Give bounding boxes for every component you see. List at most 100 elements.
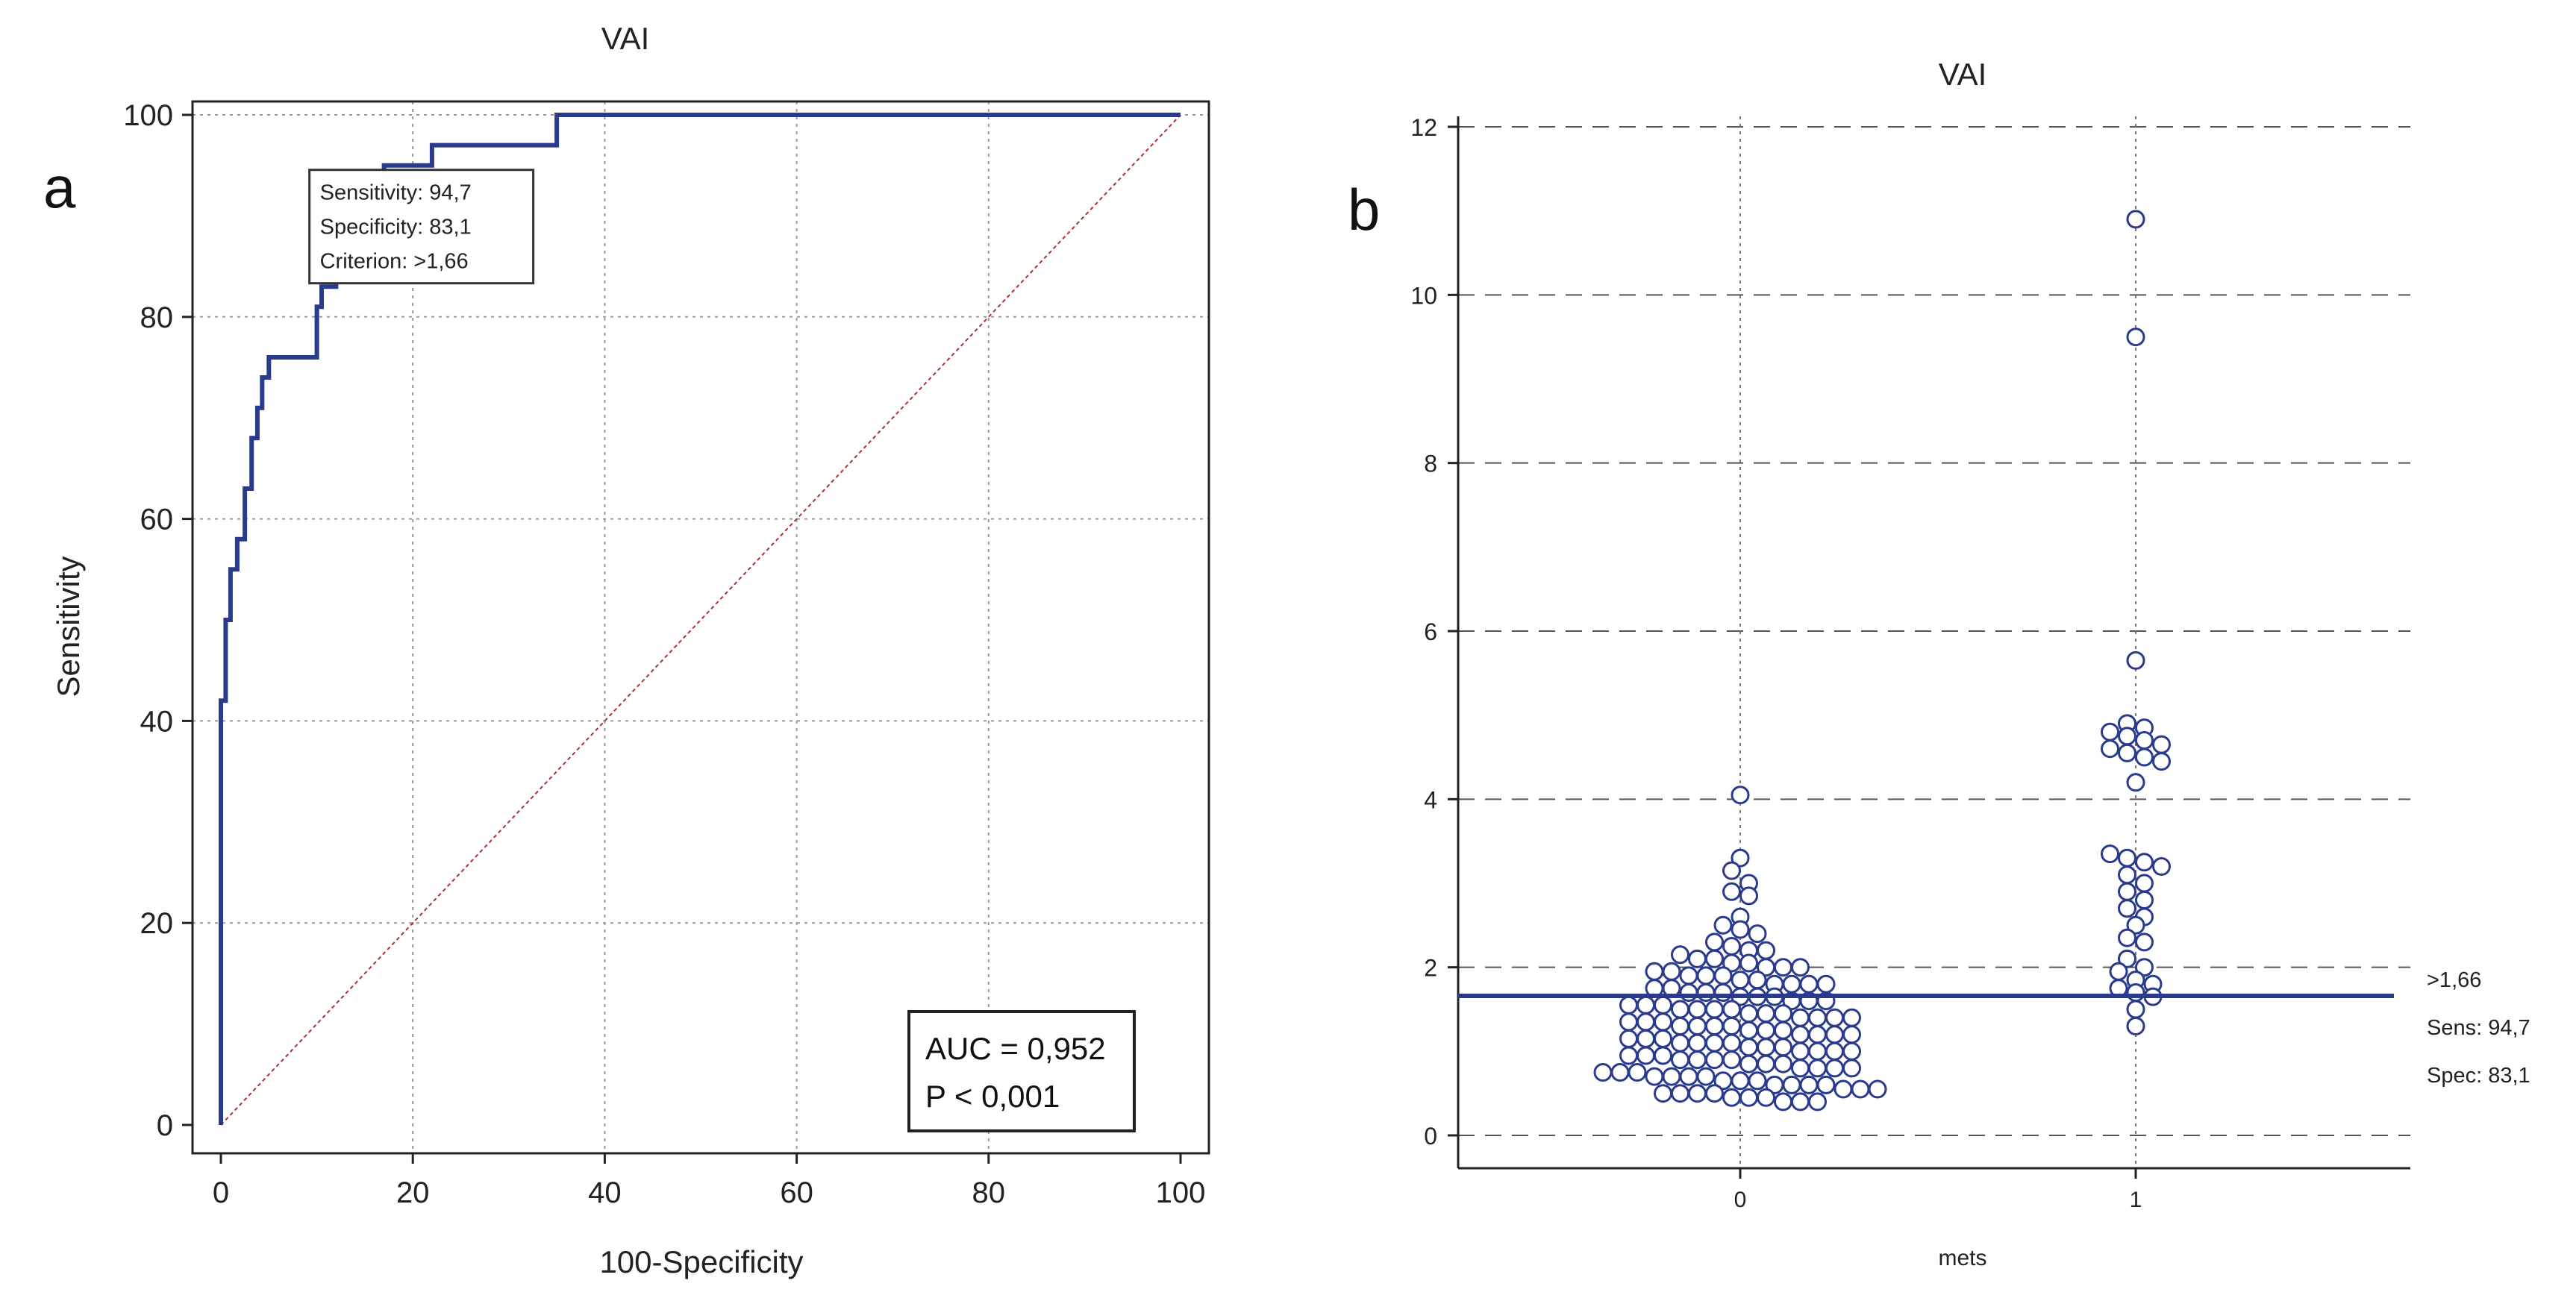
data-point bbox=[1825, 1041, 1844, 1061]
data-point bbox=[1636, 1012, 1655, 1032]
data-point bbox=[1757, 1021, 1775, 1040]
data-point bbox=[1816, 1075, 1836, 1094]
data-point bbox=[2101, 844, 2119, 864]
data-point bbox=[1679, 966, 1698, 985]
data-point bbox=[1791, 1025, 1810, 1044]
data-point bbox=[1825, 1025, 1844, 1044]
data-point bbox=[1825, 1008, 1844, 1027]
data-point bbox=[1774, 1092, 1792, 1112]
data-point bbox=[1671, 1000, 1689, 1019]
roc-panel: a VAI 100-Specificity Sensitivity 0 20 40 6… bbox=[43, 21, 1210, 1279]
data-point bbox=[1688, 949, 1707, 968]
data-point bbox=[1679, 1067, 1698, 1086]
data-point bbox=[1791, 1092, 1810, 1112]
data-point bbox=[1722, 1033, 1741, 1053]
data-point bbox=[1636, 1029, 1655, 1048]
data-point bbox=[2126, 983, 2145, 1002]
scatter-y-tick-label: 0 bbox=[1424, 1123, 1437, 1150]
scatter-y-tick-label: 6 bbox=[1424, 618, 1437, 645]
data-point bbox=[1782, 974, 1801, 994]
data-point bbox=[1748, 924, 1767, 944]
data-point bbox=[1619, 1046, 1638, 1065]
roc-title: VAI bbox=[601, 21, 650, 56]
data-point bbox=[1688, 1033, 1707, 1053]
roc-x-tick-label: 0 bbox=[213, 1176, 229, 1209]
cutoff-criterion: >1,66 bbox=[2427, 968, 2481, 992]
data-point bbox=[1782, 1075, 1801, 1094]
data-point bbox=[1851, 1079, 1870, 1099]
roc-x-tick-label: 20 bbox=[396, 1176, 430, 1209]
roc-plot-frame bbox=[191, 100, 1210, 1155]
data-point bbox=[1593, 1063, 1613, 1082]
data-point bbox=[1808, 1041, 1827, 1061]
cutoff-sensitivity: Sens: 94,7 bbox=[2427, 1016, 2530, 1040]
cutoff-specificity: Spec: 83,1 bbox=[2427, 1064, 2530, 1088]
data-point bbox=[2135, 853, 2154, 872]
data-point bbox=[1696, 966, 1716, 985]
scatter-y-tick-label: 10 bbox=[1410, 282, 1437, 309]
scatter-panel: b VAI mets 0 2 4 6 8 10 12 0 1 >1,66 Sens: 94,7 … bbox=[1348, 57, 2530, 1270]
scatter-gridlines bbox=[1458, 116, 2410, 1168]
scatter-y-tick-label: 4 bbox=[1424, 786, 1437, 813]
data-point bbox=[1671, 1084, 1689, 1103]
data-point bbox=[1688, 1084, 1707, 1103]
data-point bbox=[1619, 995, 1638, 1015]
data-point bbox=[2126, 1017, 2145, 1035]
data-point bbox=[2118, 727, 2136, 746]
data-point bbox=[2126, 650, 2145, 670]
data-point bbox=[1671, 1017, 1689, 1035]
roc-x-tick-label: 100 bbox=[1156, 1176, 1206, 1209]
data-point bbox=[1654, 995, 1672, 1015]
data-point bbox=[1757, 1038, 1775, 1057]
data-point bbox=[1688, 1050, 1707, 1070]
data-point bbox=[2152, 857, 2171, 876]
data-point bbox=[1868, 1079, 1887, 1099]
roc-x-tick-label: 80 bbox=[972, 1176, 1006, 1209]
data-point bbox=[1688, 1017, 1707, 1035]
data-point bbox=[2135, 731, 2154, 750]
data-point bbox=[1774, 958, 1792, 977]
criterion-sensitivity: Sensitivity: 94,7 bbox=[320, 181, 472, 205]
data-point bbox=[1842, 1025, 1861, 1044]
data-point bbox=[1654, 1012, 1672, 1032]
data-point bbox=[2118, 848, 2136, 868]
data-point bbox=[1739, 886, 1758, 906]
data-point bbox=[1662, 1067, 1681, 1086]
data-point bbox=[1705, 1050, 1724, 1070]
data-point bbox=[1757, 1088, 1775, 1107]
data-point bbox=[2126, 915, 2145, 935]
data-point bbox=[2135, 932, 2154, 952]
scatter-points bbox=[1593, 210, 2171, 1112]
data-point bbox=[2118, 949, 2136, 968]
data-point bbox=[2118, 899, 2136, 918]
data-point bbox=[1774, 1021, 1792, 1040]
panel-label-a: a bbox=[43, 154, 76, 220]
data-point bbox=[2109, 962, 2128, 981]
data-point bbox=[1705, 949, 1724, 968]
data-point bbox=[1645, 962, 1664, 981]
data-point bbox=[1713, 915, 1733, 935]
data-point bbox=[1619, 1029, 1638, 1048]
roc-y-tick-label: 0 bbox=[157, 1109, 173, 1142]
data-point bbox=[1636, 1046, 1655, 1065]
data-point bbox=[1791, 958, 1810, 977]
roc-x-tick-label: 40 bbox=[588, 1176, 622, 1209]
data-point bbox=[1722, 937, 1741, 956]
data-point bbox=[1799, 974, 1819, 994]
data-point bbox=[1705, 1033, 1724, 1053]
criterion-box-frame bbox=[308, 169, 535, 285]
stats-auc: AUC = 0,952 bbox=[925, 1031, 1106, 1066]
roc-x-axis-label: 100-Specificity bbox=[599, 1244, 803, 1279]
scatter-title: VAI bbox=[1939, 57, 1987, 92]
data-point bbox=[1705, 932, 1724, 952]
data-point bbox=[1748, 1071, 1767, 1091]
data-point bbox=[1842, 1041, 1861, 1061]
data-point bbox=[1645, 1067, 1664, 1086]
data-point bbox=[1610, 1063, 1630, 1082]
data-point bbox=[1671, 1033, 1689, 1053]
data-point bbox=[1748, 971, 1767, 990]
data-point bbox=[1671, 1050, 1689, 1070]
data-point bbox=[2118, 882, 2136, 901]
data-point bbox=[2126, 1000, 2145, 1019]
